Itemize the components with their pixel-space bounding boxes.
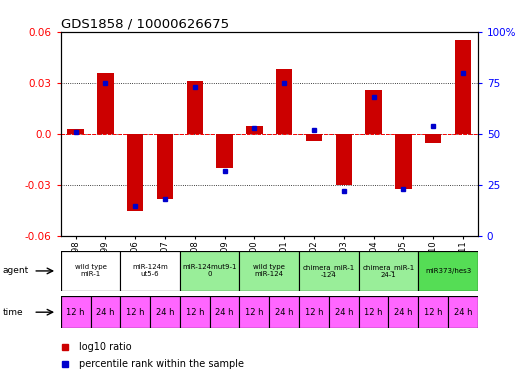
Bar xyxy=(180,296,210,328)
Bar xyxy=(389,296,418,328)
Text: 12 h: 12 h xyxy=(67,308,85,316)
Bar xyxy=(448,296,478,328)
Text: 12 h: 12 h xyxy=(364,308,383,316)
Text: miR373/hes3: miR373/hes3 xyxy=(425,268,471,274)
Bar xyxy=(246,126,262,134)
Bar xyxy=(97,73,114,134)
Bar xyxy=(306,134,322,141)
Text: 12 h: 12 h xyxy=(245,308,263,316)
Text: 24 h: 24 h xyxy=(394,308,412,316)
Text: 24 h: 24 h xyxy=(275,308,294,316)
Bar xyxy=(276,69,293,134)
Text: time: time xyxy=(3,308,23,316)
Bar xyxy=(455,40,471,134)
Text: percentile rank within the sample: percentile rank within the sample xyxy=(80,359,244,369)
Bar xyxy=(68,129,84,134)
Bar xyxy=(329,296,359,328)
Bar xyxy=(186,81,203,134)
Text: agent: agent xyxy=(3,266,29,275)
Bar xyxy=(418,251,478,291)
Bar xyxy=(150,296,180,328)
Bar xyxy=(299,251,359,291)
Bar xyxy=(210,296,240,328)
Bar xyxy=(240,296,269,328)
Text: 12 h: 12 h xyxy=(126,308,145,316)
Bar xyxy=(395,134,411,189)
Bar xyxy=(120,296,150,328)
Text: GDS1858 / 10000626675: GDS1858 / 10000626675 xyxy=(61,18,229,31)
Text: wild type
miR-124: wild type miR-124 xyxy=(253,264,285,278)
Text: chimera_miR-1
-124: chimera_miR-1 -124 xyxy=(303,264,355,278)
Text: miR-124mut9-1
0: miR-124mut9-1 0 xyxy=(183,264,237,278)
Bar xyxy=(216,134,233,168)
Text: 24 h: 24 h xyxy=(215,308,234,316)
Bar xyxy=(240,251,299,291)
Bar xyxy=(61,251,120,291)
Bar xyxy=(120,251,180,291)
Bar xyxy=(336,134,352,185)
Text: log10 ratio: log10 ratio xyxy=(80,342,132,352)
Text: 12 h: 12 h xyxy=(424,308,442,316)
Bar xyxy=(425,134,441,142)
Bar xyxy=(359,251,418,291)
Bar xyxy=(157,134,173,199)
Text: 24 h: 24 h xyxy=(335,308,353,316)
Text: 12 h: 12 h xyxy=(305,308,323,316)
Bar xyxy=(359,296,389,328)
Bar xyxy=(299,296,329,328)
Bar xyxy=(365,90,382,134)
Text: wild type
miR-1: wild type miR-1 xyxy=(74,264,107,278)
Text: miR-124m
ut5-6: miR-124m ut5-6 xyxy=(132,264,168,278)
Text: 24 h: 24 h xyxy=(454,308,472,316)
Text: 24 h: 24 h xyxy=(156,308,174,316)
Bar xyxy=(269,296,299,328)
Text: 12 h: 12 h xyxy=(185,308,204,316)
Bar xyxy=(418,296,448,328)
Text: 24 h: 24 h xyxy=(96,308,115,316)
Bar xyxy=(61,296,90,328)
Bar xyxy=(127,134,144,211)
Bar xyxy=(180,251,240,291)
Text: chimera_miR-1
24-1: chimera_miR-1 24-1 xyxy=(362,264,414,278)
Bar xyxy=(90,296,120,328)
